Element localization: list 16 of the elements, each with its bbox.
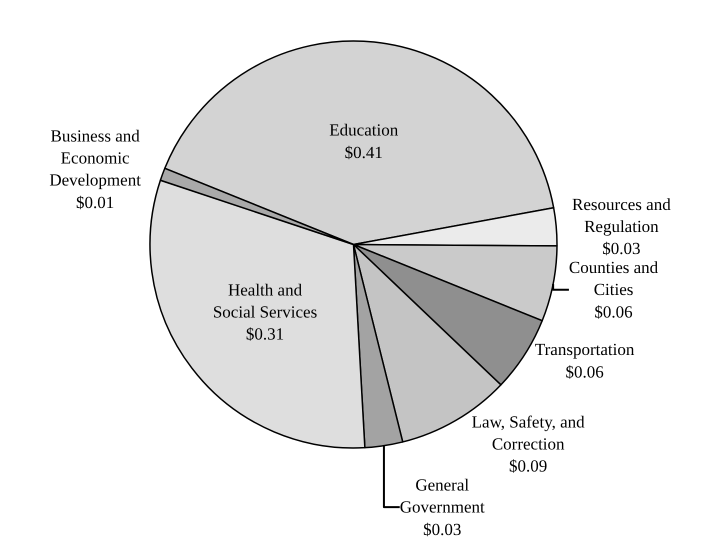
data-label: $0.06 — [594, 302, 633, 322]
slice-label: General Government — [400, 476, 485, 517]
data-label: $0.03 — [602, 239, 640, 258]
slice-label: Education — [329, 120, 399, 140]
slice-label: Law, Safety, and Correction — [472, 412, 586, 454]
data-label: $0.06 — [565, 362, 604, 382]
slice-label: Resources and Regulation — [572, 194, 672, 236]
data-label: $0.01 — [76, 192, 114, 212]
data-label: $0.09 — [509, 456, 548, 476]
data-label: $0.31 — [246, 324, 284, 344]
data-label: $0.03 — [423, 520, 462, 539]
slice-label: Business and Economic Development — [49, 126, 142, 190]
slice-label: Health and Social Services — [212, 280, 318, 322]
slice-label: Counties and Cities — [568, 258, 659, 300]
data-label: $0.41 — [344, 142, 383, 162]
slice-label: Transportation — [534, 340, 635, 360]
